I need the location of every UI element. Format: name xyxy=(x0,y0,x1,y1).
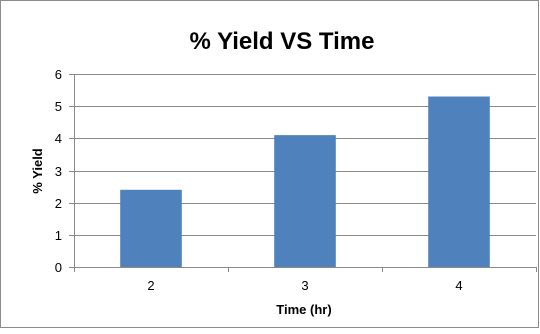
bars xyxy=(120,96,490,268)
bar-4 xyxy=(428,96,490,268)
bar-3 xyxy=(274,135,336,267)
x-axis-tick-labels: 2 3 4 xyxy=(74,267,537,293)
y-tick-label: 6 xyxy=(55,67,62,82)
y-tick-label: 3 xyxy=(55,164,62,179)
y-tick-label: 2 xyxy=(55,196,62,211)
y-tick-label: 4 xyxy=(55,131,62,146)
bar-2 xyxy=(120,189,182,267)
y-tick-label: 0 xyxy=(55,260,62,275)
y-tick-label: 5 xyxy=(55,99,62,114)
chart-title: % Yield VS Time xyxy=(190,28,375,55)
x-tick-label: 4 xyxy=(455,278,462,293)
y-axis-title: % Yield xyxy=(30,148,45,194)
y-axis-tick-labels: 0 1 2 3 4 5 6 xyxy=(55,67,74,275)
x-tick-label: 2 xyxy=(147,278,154,293)
y-tick-label: 1 xyxy=(55,228,62,243)
x-tick-label: 3 xyxy=(301,278,308,293)
x-axis-title: Time (hr) xyxy=(276,302,331,317)
